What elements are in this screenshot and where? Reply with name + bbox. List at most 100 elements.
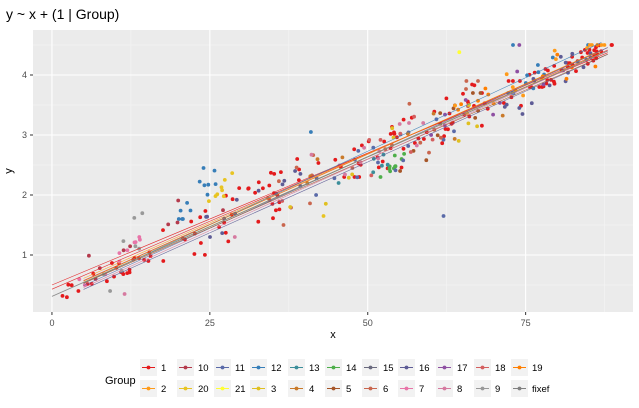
point-group-12 [206,182,211,187]
legend-label: 19 [532,363,543,374]
point-group-4 [340,155,345,160]
legend-item-14: 14 [325,359,357,376]
x-tick-label: 75 [521,318,531,328]
legend-label: 15 [383,363,394,374]
legend-label: 17 [457,363,468,374]
legend: Group 1 10 11 12 13 14 15 16 17 18 19 2 20 21 3 4 5 6 7 8 9 f… [105,359,550,397]
point-group-1 [472,83,477,88]
point-group-17 [517,43,522,47]
legend-key-point [368,386,373,391]
legend-item-7: 7 [398,380,424,397]
regression-lines [51,42,608,297]
point-group-1 [297,178,301,183]
point-group-1 [267,183,272,188]
point-group-20 [230,171,235,176]
point-group-6 [427,150,431,155]
legend-key-point [256,386,261,391]
legend-item-11: 11 [214,359,245,376]
legend-label: 1 [161,363,166,374]
x-tick-label: 50 [363,318,373,328]
legend-key-point [517,365,522,370]
point-group-3 [323,201,328,206]
point-group-11 [441,137,446,142]
legend-label: 11 [235,363,245,374]
point-group-16 [547,83,552,88]
point-group-9 [133,244,138,249]
point-group-12 [550,55,555,60]
legend-title: Group [105,375,136,387]
point-group-12 [197,179,202,184]
point-group-8 [397,122,402,126]
y-tick-label: 3 [22,130,27,140]
legend-label: 18 [495,363,506,374]
legend-item-15: 15 [362,359,394,376]
point-group-12 [308,130,313,134]
point-group-1 [189,219,194,224]
point-group-18 [412,114,416,119]
point-group-20 [321,214,326,218]
legend-item-1: 1 [140,359,166,376]
legend-label: 5 [346,384,351,395]
point-group-1 [316,161,321,165]
point-group-1 [480,123,484,128]
point-group-17 [463,98,468,102]
legend-item-5: 5 [325,380,351,397]
point-group-1 [444,96,449,101]
point-group-1 [76,289,81,293]
point-group-16 [205,214,210,219]
point-group-1 [574,69,578,73]
point-group-1 [65,295,69,300]
point-group-18 [378,138,383,142]
point-group-1 [382,139,387,144]
point-group-16 [520,112,525,116]
point-group-1 [552,81,557,86]
legend-key-point [480,365,485,370]
legend-key-point [146,365,151,370]
point-group-11 [441,214,446,218]
point-group-20 [222,178,227,182]
point-group-21 [457,50,462,55]
point-group-1 [60,294,65,298]
legend-key-point [404,365,409,370]
point-group-1 [506,79,511,83]
point-group-1 [446,127,450,132]
point-group-16 [298,172,303,176]
point-group-7 [138,237,142,242]
point-group-17 [515,69,520,74]
point-group-5 [478,91,483,95]
point-group-1 [203,253,207,257]
point-group-3 [288,205,293,209]
point-group-2 [504,72,509,77]
legend-label: 6 [383,384,388,395]
point-group-18 [408,150,413,154]
point-group-6 [464,79,469,83]
point-group-14 [392,153,397,158]
point-group-8 [232,235,237,239]
legend-key-point [480,386,485,391]
point-group-9 [121,239,126,244]
fit-line-5 [83,53,608,284]
legend-key-point [331,365,336,370]
point-group-5 [424,158,429,163]
grid-lines [33,30,633,312]
y-tick-label: 4 [22,70,27,80]
legend-item-13: 13 [288,359,320,376]
point-group-13 [385,162,390,167]
point-group-1 [376,165,381,170]
point-group-1 [388,132,393,136]
point-group-1 [440,141,445,146]
point-group-1 [422,137,426,141]
y-tick-label: 1 [22,250,27,260]
legend-key-point [404,386,409,391]
point-group-9 [140,211,145,216]
point-group-1 [360,143,364,148]
legend-key-point [183,365,188,370]
point-group-1 [399,165,404,170]
point-group-1 [253,190,257,195]
x-tick-label: 25 [205,318,215,328]
point-group-11 [401,158,406,163]
point-group-1 [256,180,261,185]
point-group-16 [563,60,568,65]
point-group-12 [536,63,540,67]
fit-line-8 [83,50,608,288]
